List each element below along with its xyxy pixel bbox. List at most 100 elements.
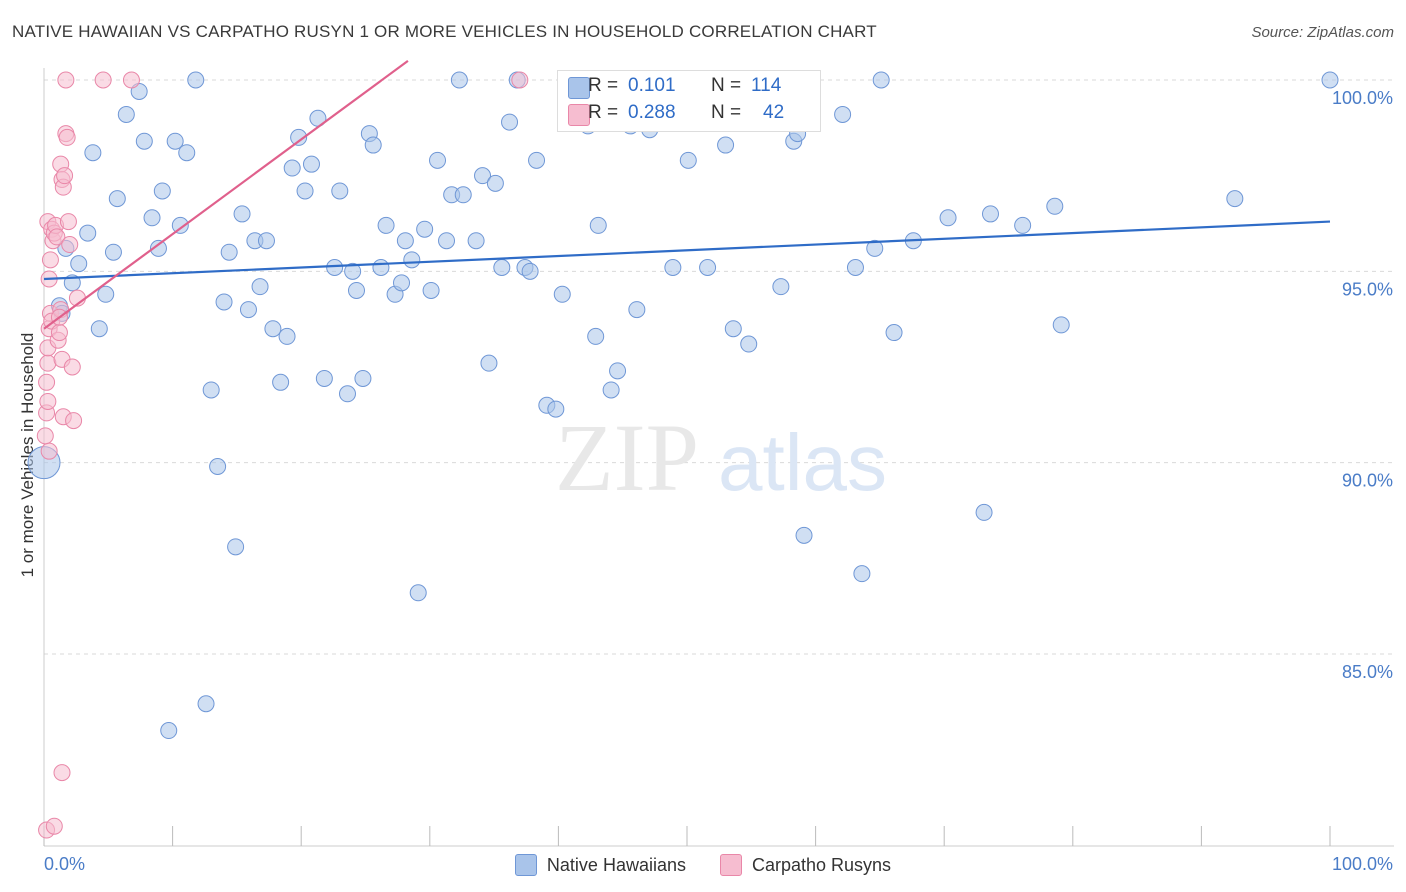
x-tick-label: 100.0% — [1332, 854, 1393, 874]
data-point-native-hawaiians — [364, 136, 382, 154]
data-point-native-hawaiians — [233, 205, 251, 223]
data-point-native-hawaiians — [724, 320, 742, 338]
data-point-native-hawaiians — [290, 128, 308, 146]
data-point-carpatho-rusyns — [45, 817, 63, 835]
x-tick-label: 0.0% — [44, 854, 85, 874]
data-point-native-hawaiians — [486, 174, 504, 192]
data-point-native-hawaiians — [338, 385, 356, 403]
data-point-native-hawaiians — [846, 259, 864, 277]
stats-swatch-pink — [568, 104, 590, 126]
n-value: 114 — [751, 75, 782, 96]
data-point-native-hawaiians — [679, 151, 697, 169]
data-point-native-hawaiians — [143, 209, 161, 227]
data-point-native-hawaiians — [302, 155, 320, 173]
data-point-native-hawaiians — [108, 190, 126, 208]
data-point-native-hawaiians — [104, 243, 122, 261]
data-point-native-hawaiians — [215, 293, 233, 311]
y-tick-label: 100.0% — [1332, 88, 1393, 108]
r-label: R = — [588, 102, 619, 123]
data-point-native-hawaiians — [393, 274, 411, 292]
data-point-native-hawaiians — [396, 232, 414, 250]
watermark-atlas: atlas — [718, 418, 887, 507]
data-point-carpatho-rusyns — [65, 412, 83, 430]
data-point-carpatho-rusyns — [38, 373, 56, 391]
data-point-native-hawaiians — [699, 259, 717, 277]
trend-line-carpatho-rusyns — [43, 59, 409, 330]
data-point-carpatho-rusyns — [48, 228, 66, 246]
data-point-native-hawaiians — [239, 301, 257, 319]
data-point-native-hawaiians — [79, 224, 97, 242]
data-point-native-hawaiians — [853, 565, 871, 583]
data-point-native-hawaiians — [403, 251, 421, 269]
data-point-native-hawaiians — [153, 182, 171, 200]
watermark-zip: ZIP — [555, 404, 699, 511]
data-point-native-hawaiians — [872, 71, 890, 89]
data-point-native-hawaiians — [347, 281, 365, 299]
data-point-native-hawaiians — [160, 722, 178, 740]
stats-row-blue: R = 0.101 N = 114 — [588, 75, 781, 97]
data-point-native-hawaiians — [587, 327, 605, 345]
data-point-native-hawaiians — [251, 278, 269, 296]
data-point-native-hawaiians — [438, 232, 456, 250]
y-tick-label: 85.0% — [1342, 662, 1393, 682]
data-point-carpatho-rusyns — [50, 324, 68, 342]
data-point-carpatho-rusyns — [61, 236, 79, 254]
y-tick-label: 90.0% — [1342, 471, 1393, 491]
data-point-native-hawaiians — [480, 354, 498, 372]
data-point-native-hawaiians — [315, 369, 333, 387]
data-point-native-hawaiians — [450, 71, 468, 89]
data-point-native-hawaiians — [602, 381, 620, 399]
data-point-native-hawaiians — [209, 457, 227, 475]
data-point-native-hawaiians — [178, 144, 196, 162]
data-point-native-hawaiians — [454, 186, 472, 204]
data-point-carpatho-rusyns — [122, 71, 140, 89]
data-point-native-hawaiians — [197, 695, 215, 713]
trend-lines — [43, 59, 1331, 330]
data-point-native-hawaiians — [740, 335, 758, 353]
data-point-native-hawaiians — [628, 301, 646, 319]
data-point-carpatho-rusyns — [39, 392, 57, 410]
series-carpatho-rusyns — [36, 71, 529, 839]
data-point-native-hawaiians — [493, 259, 511, 277]
data-point-native-hawaiians — [981, 205, 999, 223]
data-point-native-hawaiians — [70, 255, 88, 273]
n-label: N = — [711, 75, 742, 96]
data-point-native-hawaiians — [326, 259, 344, 277]
data-point-native-hawaiians — [939, 209, 957, 227]
data-point-native-hawaiians — [975, 503, 993, 521]
source-label: Source: ZipAtlas.com — [1251, 24, 1394, 41]
data-point-native-hawaiians — [1052, 316, 1070, 334]
data-point-native-hawaiians — [866, 239, 884, 257]
data-point-native-hawaiians — [227, 538, 245, 556]
watermark: ZIP atlas — [555, 404, 887, 511]
data-point-native-hawaiians — [429, 151, 447, 169]
data-point-native-hawaiians — [331, 182, 349, 200]
data-point-native-hawaiians — [1226, 190, 1244, 208]
data-point-native-hawaiians — [354, 369, 372, 387]
legend-item-carpatho-rusyns[interactable]: Carpatho Rusyns — [719, 850, 891, 880]
data-point-carpatho-rusyns — [63, 358, 81, 376]
gridlines — [44, 79, 1394, 655]
data-point-native-hawaiians — [664, 259, 682, 277]
data-point-native-hawaiians — [117, 105, 135, 123]
legend: Native Hawaiians Carpatho Rusyns — [0, 850, 1406, 880]
data-point-native-hawaiians — [1014, 216, 1032, 234]
data-point-native-hawaiians — [1321, 71, 1339, 89]
y-tick-label: 95.0% — [1342, 279, 1393, 299]
chart-title: NATIVE HAWAIIAN VS CARPATHO RUSYN 1 OR M… — [12, 22, 877, 41]
data-point-native-hawaiians — [202, 381, 220, 399]
data-point-carpatho-rusyns — [53, 764, 71, 782]
data-point-native-hawaiians — [501, 113, 519, 131]
data-point-native-hawaiians — [372, 259, 390, 277]
data-point-carpatho-rusyns — [56, 167, 74, 185]
data-point-native-hawaiians — [90, 320, 108, 338]
data-point-carpatho-rusyns — [59, 213, 77, 231]
r-label: R = — [588, 75, 619, 96]
data-point-native-hawaiians — [166, 132, 184, 150]
data-point-native-hawaiians — [283, 159, 301, 177]
data-point-native-hawaiians — [547, 400, 565, 418]
data-point-native-hawaiians — [278, 327, 296, 345]
legend-item-native-hawaiians[interactable]: Native Hawaiians — [514, 850, 686, 880]
data-point-native-hawaiians — [272, 373, 290, 391]
